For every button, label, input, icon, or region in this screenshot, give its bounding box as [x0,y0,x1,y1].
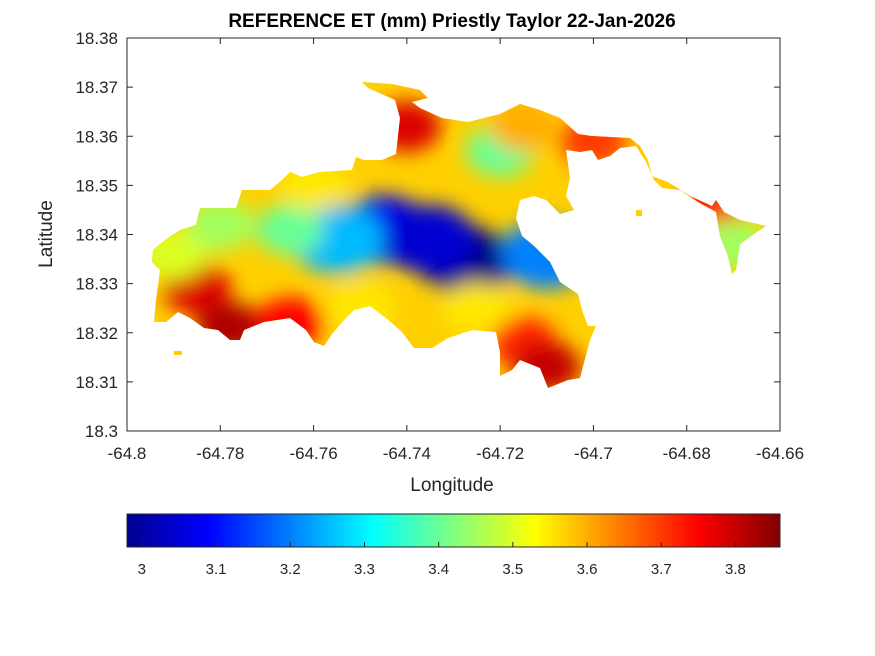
colorbar-tick-label: 3.2 [280,561,301,578]
y-axis: 18.3818.3718.3618.3518.3418.3318.3218.31… [75,29,780,441]
y-tick-label: 18.33 [75,275,118,294]
et-hotspot [256,204,325,256]
y-tick-label: 18.34 [75,226,118,245]
et-hotspot [384,204,477,274]
et-hotspot [489,100,558,152]
colorbar [126,513,781,548]
y-tick-label: 18.31 [75,373,118,392]
colorbar-tick-label: 3.1 [206,561,227,578]
x-tick-label: -64.78 [196,444,244,463]
chart-title: REFERENCE ET (mm) Priestly Taylor 22-Jan… [228,11,675,32]
x-axis-label: Longitude [410,475,493,496]
x-tick-label: -64.74 [383,444,431,463]
y-tick-label: 18.38 [75,29,118,48]
colorbar-tick-label: 3.8 [725,561,746,578]
y-tick-label: 18.35 [75,176,118,195]
colorbar-ticks: 3 3.1 3.2 3.3 3.4 3.5 3.6 3.7 3.8 [138,542,746,578]
y-axis-label: Latitude [36,200,57,268]
x-tick-label: -64.72 [476,444,524,463]
y-tick-label: 18.3 [85,422,118,441]
x-tick-label: -64.8 [108,444,147,463]
x-tick-label: -64.76 [289,444,337,463]
x-tick-label: -64.66 [756,444,804,463]
y-tick-label: 18.36 [75,127,118,146]
y-tick-label: 18.37 [75,78,118,97]
et-hotspot [442,282,511,334]
x-axis: -64.8 -64.78 -64.76 -64.74 -64.72 -64.7 -64.68… [108,38,804,463]
colorbar-tick-label: 3.6 [577,561,598,578]
colorbar-tick-label: 3.3 [354,561,375,578]
y-tick-label: 18.32 [75,324,118,343]
colorbar-tick-label: 3 [138,561,146,578]
colorbar-tick-label: 3.5 [502,561,523,578]
et-hotspot [186,199,255,251]
colorbar-tick-label: 3.4 [428,561,449,578]
x-tick-label: -64.68 [663,444,711,463]
colorbar-tick-label: 3.7 [651,561,672,578]
x-tick-label: -64.7 [574,444,613,463]
